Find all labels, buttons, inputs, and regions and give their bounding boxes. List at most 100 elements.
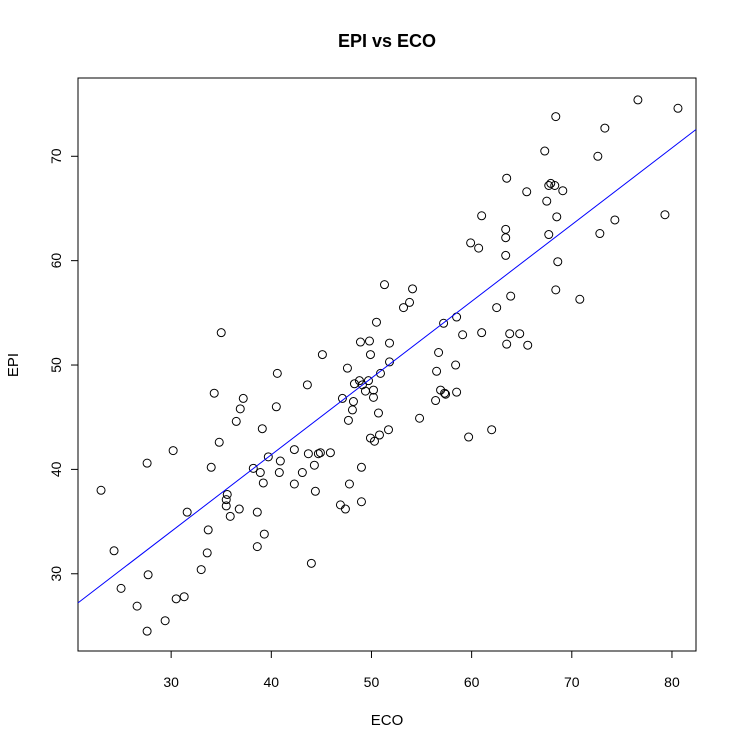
data-point — [522, 187, 532, 197]
data-point — [96, 485, 106, 495]
data-point — [274, 468, 284, 478]
data-point — [221, 495, 231, 505]
data-points — [96, 95, 683, 636]
data-point — [272, 368, 282, 378]
data-point — [263, 452, 273, 462]
y-axis: 30 40 50 60 70 — [48, 148, 79, 582]
data-point — [196, 565, 206, 575]
data-point — [303, 449, 313, 459]
x-tick-label: 30 — [163, 674, 179, 690]
data-point — [317, 350, 327, 360]
data-point — [368, 385, 378, 395]
data-point — [203, 525, 213, 535]
data-point — [132, 601, 142, 611]
data-point — [252, 507, 262, 517]
data-point — [225, 511, 235, 521]
data-point — [214, 437, 224, 447]
data-point — [206, 462, 216, 472]
chart-title: EPI vs ECO — [338, 31, 436, 51]
data-point — [222, 489, 232, 499]
data-point — [477, 211, 487, 221]
data-point — [252, 542, 262, 552]
data-point — [399, 303, 409, 313]
data-point — [179, 592, 189, 602]
data-point — [384, 425, 394, 435]
data-point — [385, 357, 395, 367]
data-point — [340, 504, 350, 514]
data-point — [234, 504, 244, 514]
data-point — [385, 338, 395, 348]
data-point — [474, 243, 484, 253]
data-point — [600, 123, 610, 133]
data-point — [216, 328, 226, 338]
data-point — [364, 336, 374, 346]
data-point — [501, 224, 511, 234]
data-point — [248, 463, 258, 473]
data-point — [434, 347, 444, 357]
data-point — [523, 340, 533, 350]
y-axis-label: EPI — [5, 353, 22, 377]
data-point — [441, 389, 451, 399]
data-point — [348, 397, 358, 407]
data-point — [356, 462, 366, 472]
data-point — [515, 329, 525, 339]
data-point — [575, 294, 585, 304]
data-point — [610, 215, 620, 225]
data-point — [171, 594, 181, 604]
data-point — [415, 413, 425, 423]
data-point — [408, 284, 418, 294]
data-point — [306, 558, 316, 568]
x-axis-label: ECO — [371, 712, 404, 729]
data-point — [487, 425, 497, 435]
data-point — [289, 479, 299, 489]
data-point — [142, 458, 152, 468]
data-point — [477, 328, 487, 338]
data-point — [439, 318, 449, 328]
data-point — [660, 210, 670, 220]
data-point — [168, 446, 178, 456]
data-point — [452, 312, 462, 322]
regression-line — [77, 129, 697, 604]
data-point — [502, 173, 512, 183]
y-tick-label: 50 — [48, 357, 64, 373]
data-point — [202, 548, 212, 558]
data-point — [501, 233, 511, 243]
data-point — [552, 212, 562, 222]
data-point — [259, 529, 269, 539]
data-point — [452, 387, 462, 397]
data-point — [309, 460, 319, 470]
data-point — [551, 112, 561, 122]
data-point — [464, 432, 474, 442]
data-point — [360, 386, 370, 396]
data-point — [432, 366, 442, 376]
data-point — [347, 405, 357, 415]
data-point — [506, 291, 516, 301]
data-point — [342, 363, 352, 373]
data-point — [116, 583, 126, 593]
data-point — [550, 181, 560, 191]
data-point — [297, 468, 307, 478]
data-point — [505, 329, 515, 339]
y-tick-label: 30 — [48, 566, 64, 582]
data-point — [595, 229, 605, 239]
data-point — [440, 388, 450, 398]
data-point — [109, 546, 119, 556]
x-tick-label: 40 — [264, 674, 280, 690]
regression-line-group — [77, 129, 697, 604]
data-point — [182, 507, 192, 517]
data-point — [337, 393, 347, 403]
x-axis: 30 40 50 60 70 80 — [163, 650, 680, 690]
data-point — [542, 196, 552, 206]
data-point — [501, 250, 511, 260]
data-point — [275, 456, 285, 466]
data-point — [315, 448, 325, 458]
data-point — [325, 448, 335, 458]
data-point — [255, 468, 265, 478]
y-tick-label: 70 — [48, 148, 64, 164]
data-point — [302, 380, 312, 390]
data-point — [492, 303, 502, 313]
data-point — [310, 486, 320, 496]
data-point — [160, 616, 170, 626]
data-point — [344, 479, 354, 489]
